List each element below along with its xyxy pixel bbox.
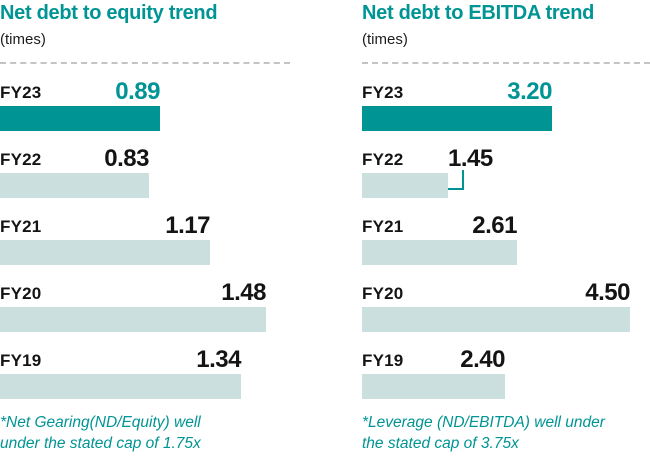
category-label: FY20	[362, 284, 404, 303]
chart-title: Net debt to equity trend	[0, 2, 218, 24]
value-label: 1.48	[221, 279, 266, 306]
category-label: FY23	[0, 83, 42, 102]
category-label: FY19	[0, 351, 42, 370]
bar-rows: FY23 3.20 FY22 1.45 FY21 2.61 FY20 4.50 FY19 2.40	[362, 78, 650, 399]
bar-row-fy22: FY22 1.45	[362, 145, 650, 198]
footnote-line: under the stated cap of 1.75x	[0, 435, 201, 452]
chart-subtitle: (times)	[0, 31, 46, 48]
bar-rows: FY23 0.89 FY22 0.83 FY21 1.17 FY20 1.48 FY19 1.34	[0, 78, 290, 399]
value-label: 1.45	[448, 145, 493, 172]
value-label: 2.61	[472, 212, 517, 239]
bar-row-head: FY19 1.34	[0, 346, 290, 374]
value-label: 1.34	[196, 346, 241, 373]
category-label: FY20	[0, 284, 42, 303]
value-label: 0.89	[115, 78, 160, 105]
bar-row-head: FY20 4.50	[362, 279, 650, 307]
category-label: FY23	[362, 83, 404, 102]
bar-fy23	[0, 106, 160, 131]
bar-row-head: FY19 2.40	[362, 346, 650, 374]
bar-row-fy19: FY19 2.40	[362, 346, 650, 399]
bar-row-head: FY21 1.17	[0, 212, 290, 240]
callout-connector	[448, 170, 464, 190]
dashed-divider	[0, 62, 290, 64]
value-label: 2.40	[460, 346, 505, 373]
category-label: FY22	[362, 150, 404, 169]
bar-fy22	[0, 173, 149, 198]
bar-row-fy20: FY20 4.50	[362, 279, 650, 332]
bar-fy19	[362, 374, 505, 399]
bar-fy21	[0, 240, 210, 265]
chart-subtitle: (times)	[362, 31, 408, 48]
bar-row-fy21: FY21 2.61	[362, 212, 650, 265]
chart-footnote: *Leverage (ND/EBITDA) well under the sta…	[362, 412, 650, 454]
category-label: FY22	[0, 150, 42, 169]
bar-fy19	[0, 374, 241, 399]
bar-row-head: FY22 0.83	[0, 145, 290, 173]
value-label: 4.50	[585, 279, 630, 306]
bar-fy20	[362, 307, 630, 332]
bar-fy22	[362, 173, 448, 198]
bar-row-head: FY23 3.20	[362, 78, 650, 106]
bar-row-fy23: FY23 0.89	[0, 78, 290, 131]
footnote-line: *Net Gearing(ND/Equity) well	[0, 414, 201, 431]
category-label: FY19	[362, 351, 404, 370]
bar-fy20	[0, 307, 266, 332]
value-label: 1.17	[165, 212, 210, 239]
chart-footnote: *Net Gearing(ND/Equity) well under the s…	[0, 412, 290, 454]
category-label: FY21	[362, 217, 404, 236]
bar-row-fy19: FY19 1.34	[0, 346, 290, 399]
value-label: 3.20	[507, 78, 552, 105]
chart-title: Net debt to EBITDA trend	[362, 2, 595, 24]
chart-net-debt-to-ebitda: Net debt to EBITDA trend (times) FY23 3.2…	[362, 2, 650, 454]
bar-row-fy20: FY20 1.48	[0, 279, 290, 332]
bar-row-fy23: FY23 3.20	[362, 78, 650, 131]
bar-row-fy21: FY21 1.17	[0, 212, 290, 265]
bar-row-fy22: FY22 0.83	[0, 145, 290, 198]
footnote-line: *Leverage (ND/EBITDA) well under	[362, 414, 605, 431]
footnote-line: the stated cap of 3.75x	[362, 435, 519, 452]
chart-net-debt-to-equity: Net debt to equity trend (times) FY23 0.8…	[0, 2, 290, 454]
bar-fy23	[362, 106, 552, 131]
bar-fy21	[362, 240, 517, 265]
dashed-divider	[362, 62, 650, 64]
bar-row-head: FY20 1.48	[0, 279, 290, 307]
value-label: 0.83	[104, 145, 149, 172]
bar-row-head: FY21 2.61	[362, 212, 650, 240]
bar-row-head: FY22 1.45	[362, 145, 650, 173]
category-label: FY21	[0, 217, 42, 236]
bar-row-head: FY23 0.89	[0, 78, 290, 106]
